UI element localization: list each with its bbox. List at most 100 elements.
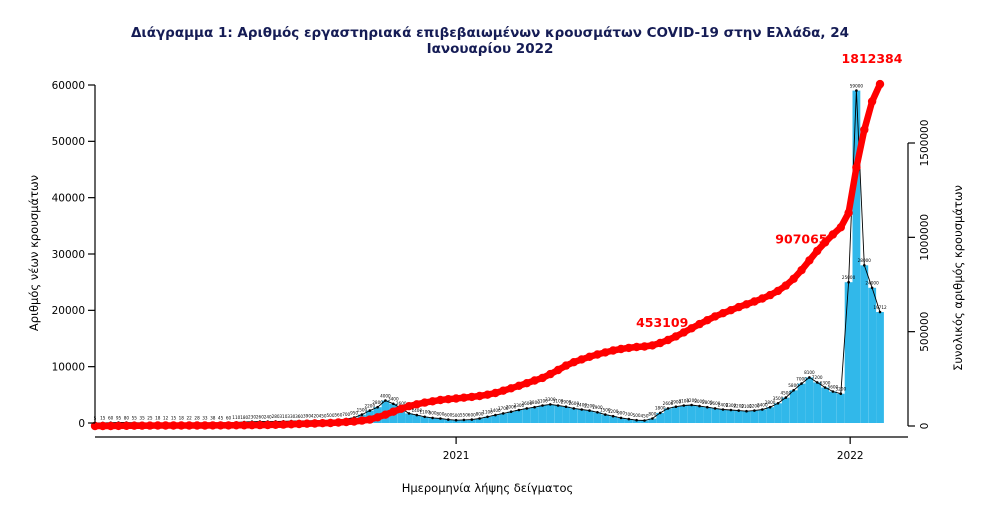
annotation-453109: 453109 [636, 315, 688, 330]
daily-cases-point [690, 404, 693, 407]
cumulative-cases-point [405, 402, 413, 410]
daily-cases-point [683, 404, 686, 407]
daily-cases-bar [672, 407, 680, 423]
daily-cases-point-label: 5200 [835, 387, 846, 392]
cumulative-cases-point [782, 281, 790, 289]
daily-cases-point-label: 22 [187, 416, 193, 421]
daily-cases-point-label: 7000 [796, 376, 807, 381]
daily-cases-bar [507, 412, 515, 423]
daily-cases-point [557, 404, 560, 407]
daily-cases-bar [821, 388, 829, 424]
daily-cases-point-label: 18 [155, 416, 161, 421]
daily-cases-point-label: 1800 [655, 406, 666, 411]
cumulative-cases-point [585, 353, 593, 361]
x-axis-tick-label: 2021 [443, 450, 470, 462]
daily-cases-point [643, 419, 646, 422]
cumulative-cases-point [271, 421, 279, 429]
cumulative-cases-point [758, 294, 766, 302]
cumulative-cases-point [601, 348, 609, 356]
cumulative-cases-point [232, 421, 240, 429]
daily-cases-point [423, 416, 426, 419]
daily-cases-point-label: 25000 [842, 275, 856, 280]
cumulative-cases-point [742, 300, 750, 308]
cumulative-cases-point [326, 419, 334, 427]
daily-cases-point-label: 55 [132, 416, 138, 421]
cumulative-cases-point [107, 422, 115, 430]
daily-cases-point [392, 403, 395, 406]
cumulative-cases-point [538, 374, 546, 382]
right-axis-tick-label: 1000000 [919, 214, 931, 261]
daily-cases-point-label: 3500 [773, 396, 784, 401]
daily-cases-point [408, 412, 411, 415]
daily-cases-bar [578, 410, 586, 424]
cumulative-cases-point [311, 419, 319, 427]
daily-cases-point [722, 408, 725, 411]
cumulative-cases-point [703, 316, 711, 324]
daily-cases-point [463, 419, 466, 422]
cumulative-cases-point [358, 416, 366, 424]
daily-cases-point [871, 287, 874, 290]
daily-cases-bars [107, 91, 884, 423]
daily-cases-point [494, 414, 497, 417]
daily-cases-bar [680, 406, 688, 424]
daily-cases-point [730, 409, 733, 412]
cumulative-cases-point [185, 421, 193, 429]
daily-cases-bar [860, 265, 868, 423]
cumulative-cases-point [287, 420, 295, 428]
daily-cases-point [855, 89, 858, 92]
daily-cases-point [573, 407, 576, 410]
daily-cases-point-label: 80 [124, 415, 130, 420]
daily-cases-bar [586, 411, 594, 423]
right-axis-title: Συνολικός αριθμός κρουσμάτων [951, 185, 965, 371]
cumulative-cases-point [240, 421, 248, 429]
daily-cases-point [667, 407, 670, 410]
left-axis-tick-label: 30000 [52, 249, 85, 261]
daily-cases-point [737, 409, 740, 412]
daily-cases-point [698, 405, 701, 408]
daily-cases-point-label: 15 [100, 416, 106, 421]
cumulative-cases-point [264, 421, 272, 429]
daily-cases-bar [758, 410, 766, 424]
cumulative-cases-point [695, 320, 703, 328]
daily-cases-point-label: 59000 [850, 83, 864, 88]
daily-cases-point-label: 12 [163, 416, 169, 421]
cumulative-cases-point [428, 397, 436, 405]
cumulative-cases-point [381, 411, 389, 419]
daily-cases-point [879, 311, 882, 314]
daily-cases-point [361, 413, 364, 416]
cumulative-cases-point [797, 266, 805, 274]
right-axis-tick-label: 500000 [919, 312, 931, 352]
daily-cases-point-label: 28000 [858, 258, 872, 263]
cumulative-cases-point [154, 421, 162, 429]
cumulative-cases-point [303, 420, 311, 428]
daily-cases-point [502, 412, 505, 415]
daily-cases-bar [696, 406, 704, 423]
cumulative-cases-point [475, 392, 483, 400]
cumulative-cases-point [868, 97, 876, 105]
right-axis-tick-label: 0 [919, 423, 931, 430]
daily-cases-bar [688, 405, 696, 423]
cumulative-cases-point [444, 395, 452, 403]
daily-cases-point [832, 390, 835, 393]
daily-cases-point-label: 60 [226, 416, 232, 421]
daily-cases-point-label: 25 [147, 416, 153, 421]
cumulative-cases-point [687, 324, 695, 332]
daily-cases-bar [562, 407, 570, 423]
left-axis-tick-label: 40000 [52, 193, 85, 205]
cumulative-cases-point [318, 419, 326, 427]
cumulative-cases-point [342, 418, 350, 426]
left-axis-tick-label: 0 [78, 418, 85, 430]
daily-cases-bar [813, 382, 821, 423]
daily-cases-bar [782, 398, 790, 423]
cumulative-cases-point [640, 342, 648, 350]
cumulative-cases-point [468, 393, 476, 401]
daily-cases-bar [703, 407, 711, 423]
cumulative-cases-point [483, 391, 491, 399]
daily-cases-point [588, 409, 591, 412]
cumulative-cases-point [138, 422, 146, 430]
daily-cases-points: 5156095805535251812151822283338456011018… [94, 83, 887, 424]
cumulative-cases-point [672, 332, 680, 340]
daily-cases-point-label: 33 [202, 416, 208, 421]
cumulative-cases-point [491, 389, 499, 397]
daily-cases-point [761, 408, 764, 411]
